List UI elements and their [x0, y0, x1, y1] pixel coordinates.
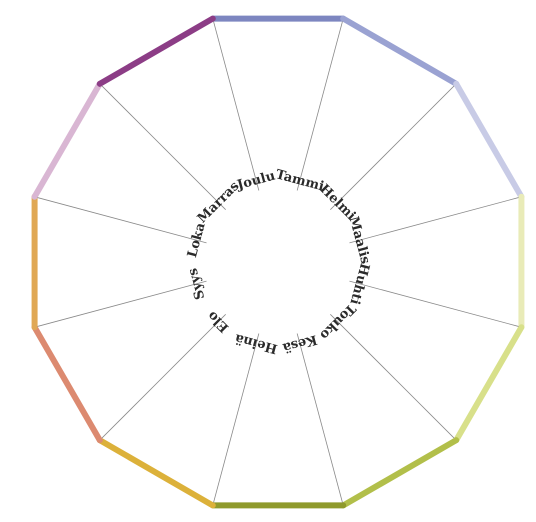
spoke-line	[349, 280, 519, 327]
edge-helmi	[340, 15, 460, 87]
spoke-line	[101, 314, 226, 439]
spoke-line	[330, 314, 455, 439]
spoke-lines	[37, 21, 519, 503]
inner-circle	[205, 189, 351, 335]
edge-elo	[96, 437, 216, 509]
spoke-line	[37, 197, 207, 244]
spoke-line	[213, 21, 260, 191]
spoke-line	[37, 280, 207, 327]
spoke-line	[296, 333, 343, 503]
edge-maalis	[453, 80, 525, 200]
spoke-line	[213, 333, 260, 503]
edge-syys	[31, 324, 103, 444]
spoke-line	[101, 85, 226, 210]
edge-kesä	[340, 437, 460, 509]
edge-marras	[31, 80, 103, 200]
edge-joulu	[96, 15, 216, 87]
spoke-line	[349, 197, 519, 244]
spoke-line	[296, 21, 343, 191]
spoke-line	[330, 85, 455, 210]
edge-touko	[453, 324, 525, 444]
